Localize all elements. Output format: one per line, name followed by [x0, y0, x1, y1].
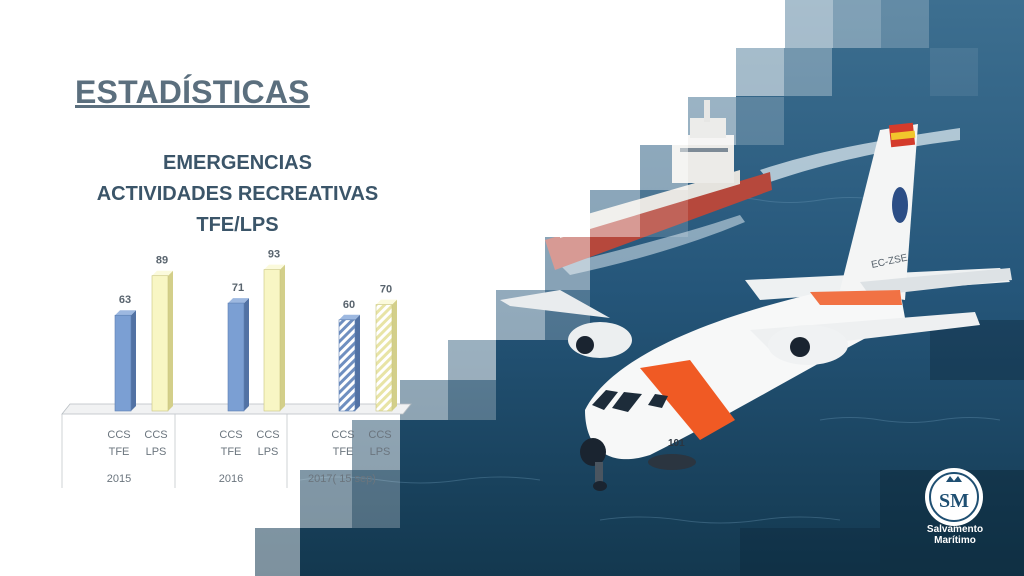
- logo-caption-line1: Salvamento: [926, 524, 984, 535]
- data-label: 63: [119, 294, 131, 306]
- tick-label: CCS: [256, 429, 279, 441]
- chart-bars: 63 89 71 93 60 70: [114, 249, 397, 412]
- tick-label: CCS: [219, 429, 242, 441]
- bar: 70: [375, 284, 397, 412]
- group-label: 2015: [107, 473, 131, 485]
- bar-side: [392, 299, 397, 411]
- logo-monogram: SM: [939, 490, 969, 512]
- tick-label: CCS: [368, 429, 391, 441]
- bar: 60: [338, 299, 360, 412]
- chart-title-line: EMERGENCIAS: [163, 152, 312, 174]
- data-label: 93: [268, 249, 280, 261]
- tick-label: LPS: [370, 446, 391, 458]
- bar-front: [227, 302, 245, 412]
- bar-front: [375, 304, 393, 412]
- data-label: 70: [380, 284, 392, 296]
- tick-label: TFE: [333, 446, 354, 458]
- chart-title-line: ACTIVIDADES RECREATIVAS: [96, 183, 379, 205]
- bar-front: [114, 314, 132, 412]
- bar-top: [152, 270, 173, 276]
- group-label: 2016: [219, 473, 243, 485]
- bar-top: [115, 310, 136, 316]
- tick-label: LPS: [146, 446, 167, 458]
- chart-title-line: TFE/LPS: [196, 214, 279, 236]
- crown-icon: [946, 476, 962, 482]
- tick-label: LPS: [258, 446, 279, 458]
- tick-label: CCS: [144, 429, 167, 441]
- data-label: 71: [232, 282, 244, 294]
- aircraft-nose-number: 101: [668, 438, 685, 449]
- bar: 63: [114, 294, 136, 412]
- logo-caption-line2: Marítimo: [934, 535, 976, 546]
- bar-top: [228, 298, 249, 304]
- chart-title: EMERGENCIAS ACTIVIDADES RECREATIVAS TFE/…: [60, 148, 415, 241]
- bar-front: [151, 275, 169, 412]
- rescue-aircraft: 101 EC-ZSE: [500, 122, 1012, 491]
- bar-top: [264, 264, 285, 270]
- bar-side: [168, 270, 173, 411]
- bar-top: [376, 299, 397, 305]
- tick-label: CCS: [331, 429, 354, 441]
- bar: 93: [263, 249, 285, 412]
- bar-side: [355, 314, 360, 411]
- page-title: ESTADÍSTICAS: [75, 74, 310, 110]
- bar-side: [280, 264, 285, 411]
- group-label: 2017( 15 sep): [308, 473, 376, 485]
- tick-label: TFE: [221, 446, 242, 458]
- bar-front: [263, 269, 281, 412]
- logo-caption: Salvamento Marítimo: [915, 524, 995, 546]
- bar-top: [339, 314, 360, 320]
- bar-side: [244, 298, 249, 411]
- bar-side: [131, 310, 136, 411]
- data-label: 89: [156, 255, 168, 267]
- tick-label: TFE: [109, 446, 130, 458]
- data-label: 60: [343, 299, 355, 311]
- salvamento-maritimo-logo: SM: [925, 468, 983, 526]
- tick-label: CCS: [107, 429, 130, 441]
- bar: 71: [227, 282, 249, 412]
- bar: 89: [151, 255, 173, 412]
- bar-front: [338, 319, 356, 412]
- chart-x-axis: CCS TFE CCS LPS CCS TFE CCS LPS CCS TFE CCS LPS 2015…: [61, 414, 392, 488]
